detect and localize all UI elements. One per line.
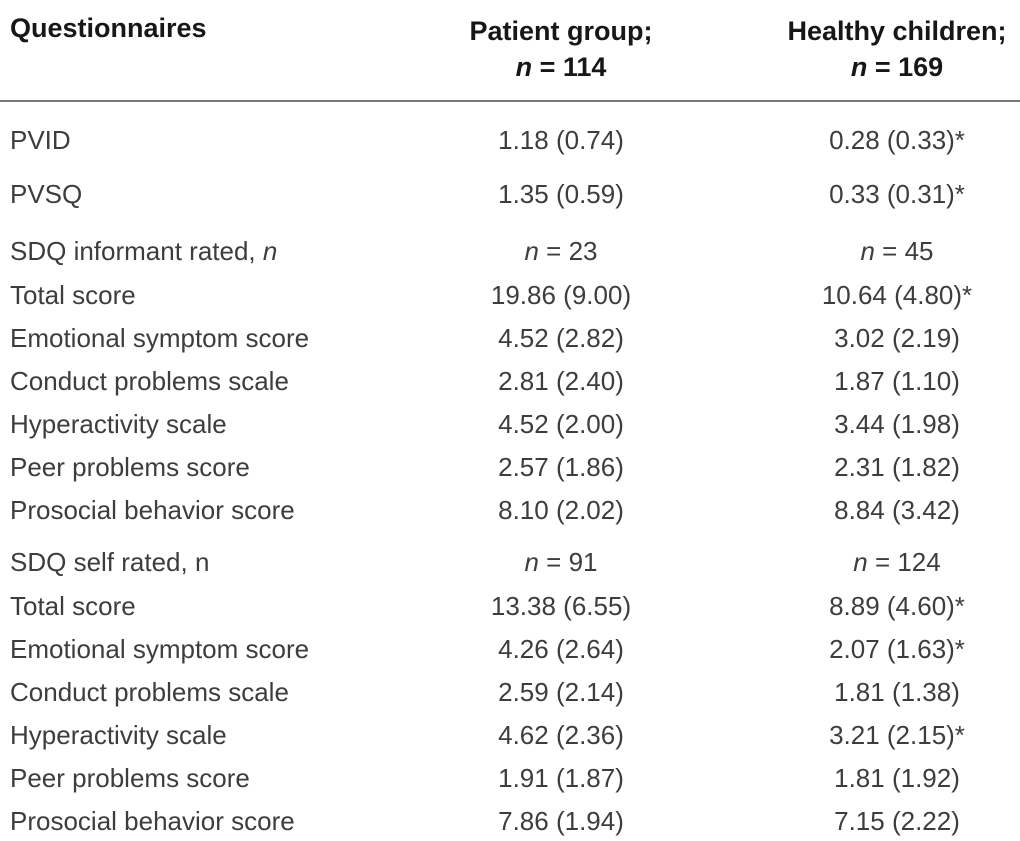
row-label: Conduct problems scale — [10, 677, 289, 707]
healthy-value: 8.84 (3.42) — [834, 495, 960, 525]
section-row-sdq-informant: SDQ informant rated, n n = 23 n = 45 — [0, 221, 1020, 274]
row-label: SDQ self rated, n — [10, 546, 210, 577]
table-row-pvid: PVID 1.18 (0.74) 0.28 (0.33)* — [0, 101, 1020, 167]
patient-value: 13.38 (6.55) — [490, 591, 632, 621]
patient-value: 1.91 (1.87) — [498, 763, 624, 793]
healthy-value: 0.33 (0.31)* — [829, 178, 965, 209]
table-row-prosocial-informant: Prosocial behavior score 8.10 (2.02) 8.8… — [0, 489, 1020, 532]
healthy-value: 0.28 (0.33)* — [829, 124, 965, 155]
table-row-total-score-informant: Total score 19.86 (9.00) 10.64 (4.80)* — [0, 274, 1020, 317]
table-row-pvsq: PVSQ 1.35 (0.59) 0.33 (0.31)* — [0, 167, 1020, 221]
table-row-peer-informant: Peer problems score 2.57 (1.86) 2.31 (1.… — [0, 446, 1020, 489]
patient-value: 7.86 (1.94) — [408, 800, 714, 841]
header-patient-title: Patient group; — [469, 16, 653, 46]
table-row-emotional-informant: Emotional symptom score 4.52 (2.82) 3.02… — [0, 317, 1020, 360]
patient-value: n = 23 — [524, 235, 598, 266]
healthy-value: 1.87 (1.10) — [834, 366, 960, 396]
row-label: Prosocial behavior score — [10, 495, 295, 525]
healthy-value: n = 45 — [860, 235, 934, 266]
patient-value: 2.59 (2.14) — [498, 677, 624, 707]
table-row-total-score-self: Total score 13.38 (6.55) 8.89 (4.60)* — [0, 585, 1020, 628]
table-row-hyperactivity-self: Hyperactivity scale 4.62 (2.36) 3.21 (2.… — [0, 714, 1020, 757]
patient-value: 2.57 (1.86) — [498, 452, 624, 482]
healthy-value: 2.31 (1.82) — [834, 452, 960, 482]
table-row-peer-self: Peer problems score 1.91 (1.87) 1.81 (1.… — [0, 757, 1020, 800]
header-healthy-children: Healthy children; n = 169 — [714, 0, 1020, 102]
row-label: PVID — [10, 124, 71, 155]
row-label: Prosocial behavior score — [0, 800, 408, 841]
patient-value: 1.35 (0.59) — [498, 178, 624, 209]
table-row-emotional-self: Emotional symptom score 4.26 (2.64) 2.07… — [0, 628, 1020, 671]
patient-value: 4.62 (2.36) — [498, 720, 624, 750]
row-label: Conduct problems scale — [10, 366, 289, 396]
healthy-value: 10.64 (4.80)* — [821, 280, 973, 310]
row-label: SDQ informant rated, n — [10, 235, 278, 266]
row-label: Hyperactivity scale — [10, 720, 227, 750]
healthy-value: 1.81 (1.92) — [834, 763, 960, 793]
healthy-value: 3.02 (2.19) — [834, 323, 960, 353]
table-row-prosocial-self: Prosocial behavior score 7.86 (1.94) 7.1… — [0, 800, 1020, 841]
header-questionnaires: Questionnaires — [0, 0, 408, 102]
header-patient-n: n = 114 — [515, 52, 607, 82]
patient-value: 4.52 (2.00) — [498, 409, 624, 439]
row-label: Total score — [10, 591, 136, 621]
patient-value: 4.26 (2.64) — [498, 634, 624, 664]
healthy-value: 3.44 (1.98) — [834, 409, 960, 439]
healthy-value: n = 124 — [853, 546, 941, 577]
table-row-conduct-informant: Conduct problems scale 2.81 (2.40) 1.87 … — [0, 360, 1020, 403]
table-row-conduct-self: Conduct problems scale 2.59 (2.14) 1.81 … — [0, 671, 1020, 714]
patient-value: n = 91 — [524, 546, 598, 577]
healthy-value: 8.89 (4.60)* — [829, 591, 965, 621]
row-label: Peer problems score — [10, 763, 250, 793]
header-row: Questionnaires Patient group; n = 114 He… — [0, 0, 1020, 102]
header-healthy-title: Healthy children; — [787, 16, 1007, 46]
healthy-value: 7.15 (2.22) — [744, 800, 1020, 841]
healthy-value: 2.07 (1.63)* — [829, 634, 965, 664]
header-healthy-n: n = 169 — [850, 52, 944, 82]
row-label: Peer problems score — [10, 452, 250, 482]
header-patient-group: Patient group; n = 114 — [408, 0, 714, 102]
row-label: Total score — [10, 280, 136, 310]
patient-value: 19.86 (9.00) — [490, 280, 632, 310]
patient-value: 4.52 (2.82) — [498, 323, 624, 353]
section-row-sdq-self: SDQ self rated, n n = 91 n = 124 — [0, 532, 1020, 585]
row-label: PVSQ — [10, 178, 83, 209]
row-label: Emotional symptom score — [10, 323, 310, 353]
table-row-hyperactivity-informant: Hyperactivity scale 4.52 (2.00) 3.44 (1.… — [0, 403, 1020, 446]
row-label: Emotional symptom score — [10, 634, 310, 664]
patient-value: 8.10 (2.02) — [498, 495, 624, 525]
healthy-value: 1.81 (1.38) — [834, 677, 960, 707]
healthy-value: 3.21 (2.15)* — [829, 720, 965, 750]
patient-value: 2.81 (2.40) — [498, 366, 624, 396]
patient-value: 1.18 (0.74) — [498, 124, 624, 155]
row-label: Hyperactivity scale — [10, 409, 227, 439]
